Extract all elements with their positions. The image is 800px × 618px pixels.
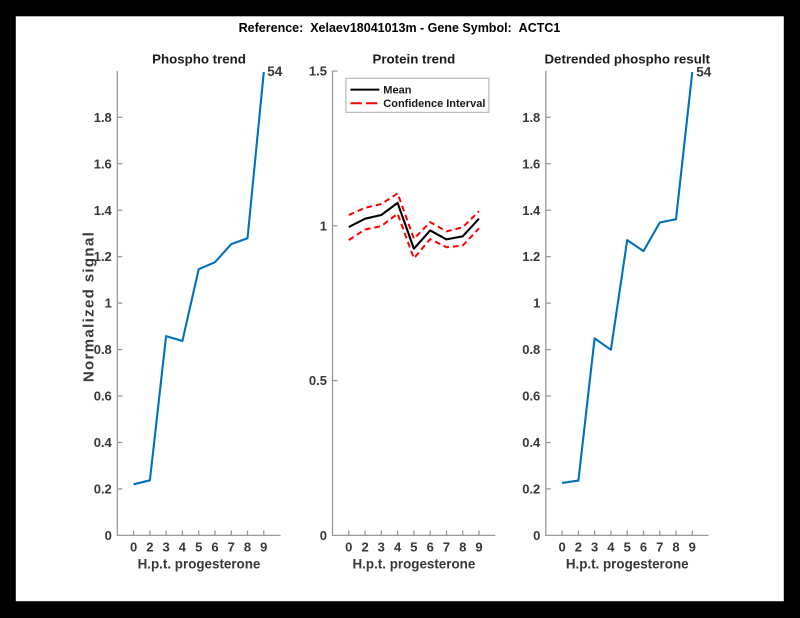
svg-text:0: 0 (320, 528, 327, 543)
svg-text:4: 4 (179, 540, 187, 555)
svg-text:5: 5 (195, 540, 202, 555)
svg-text:5: 5 (410, 540, 417, 555)
svg-text:0: 0 (558, 540, 565, 555)
svg-text:4: 4 (607, 540, 615, 555)
svg-text:0.4: 0.4 (94, 435, 113, 450)
svg-text:1.2: 1.2 (94, 249, 112, 264)
svg-text:7: 7 (656, 540, 663, 555)
svg-text:5: 5 (624, 540, 631, 555)
svg-text:1.6: 1.6 (94, 156, 112, 171)
svg-text:2: 2 (361, 540, 368, 555)
svg-text:6: 6 (211, 540, 218, 555)
svg-text:3: 3 (591, 540, 598, 555)
svg-text:Normalized signal: Normalized signal (81, 231, 98, 382)
svg-text:1.5: 1.5 (309, 64, 327, 79)
svg-text:8: 8 (459, 540, 466, 555)
svg-text:0: 0 (345, 540, 352, 555)
svg-text:1.2: 1.2 (522, 249, 540, 264)
svg-text:0.5: 0.5 (309, 373, 327, 388)
svg-text:1.8: 1.8 (94, 110, 112, 125)
svg-text:1: 1 (320, 218, 327, 233)
svg-text:Detrended phospho result: Detrended phospho result (544, 52, 710, 67)
svg-text:0.8: 0.8 (94, 342, 112, 357)
svg-text:1.8: 1.8 (522, 110, 540, 125)
svg-text:0.2: 0.2 (522, 482, 540, 497)
svg-text:1: 1 (105, 296, 112, 311)
svg-text:0.2: 0.2 (94, 482, 112, 497)
svg-text:Phospho trend: Phospho trend (152, 52, 246, 67)
svg-text:4: 4 (394, 540, 402, 555)
svg-text:8: 8 (244, 540, 251, 555)
svg-text:9: 9 (260, 540, 267, 555)
svg-text:0.6: 0.6 (94, 389, 112, 404)
svg-text:Protein trend: Protein trend (373, 52, 456, 67)
svg-text:H.p.t. progesterone: H.p.t. progesterone (353, 557, 476, 572)
svg-text:Confidence Interval: Confidence Interval (383, 98, 485, 110)
svg-text:2: 2 (575, 540, 582, 555)
svg-text:6: 6 (427, 540, 434, 555)
svg-text:H.p.t. progesterone: H.p.t. progesterone (138, 557, 261, 572)
svg-text:Reference: Xelaev18041013m -: Reference: Xelaev18041013m - Gene Symbol… (239, 21, 561, 35)
svg-text:9: 9 (475, 540, 482, 555)
svg-text:Mean: Mean (383, 85, 411, 97)
svg-text:3: 3 (378, 540, 385, 555)
svg-text:7: 7 (443, 540, 450, 555)
svg-text:1.4: 1.4 (522, 203, 541, 218)
svg-text:2: 2 (146, 540, 153, 555)
svg-text:54: 54 (267, 64, 283, 79)
svg-text:7: 7 (228, 540, 235, 555)
svg-text:1.4: 1.4 (94, 203, 113, 218)
svg-text:0: 0 (105, 528, 112, 543)
svg-text:0: 0 (130, 540, 137, 555)
svg-text:8: 8 (672, 540, 679, 555)
svg-text:54: 54 (696, 64, 712, 79)
svg-text:9: 9 (689, 540, 696, 555)
svg-text:0: 0 (533, 528, 540, 543)
svg-text:0.6: 0.6 (522, 389, 540, 404)
svg-text:1.6: 1.6 (522, 156, 540, 171)
svg-text:3: 3 (162, 540, 169, 555)
svg-text:0.4: 0.4 (522, 435, 541, 450)
svg-text:6: 6 (640, 540, 647, 555)
svg-text:1: 1 (533, 296, 540, 311)
svg-text:H.p.t. progesterone: H.p.t. progesterone (566, 557, 689, 572)
svg-text:0.8: 0.8 (522, 342, 540, 357)
